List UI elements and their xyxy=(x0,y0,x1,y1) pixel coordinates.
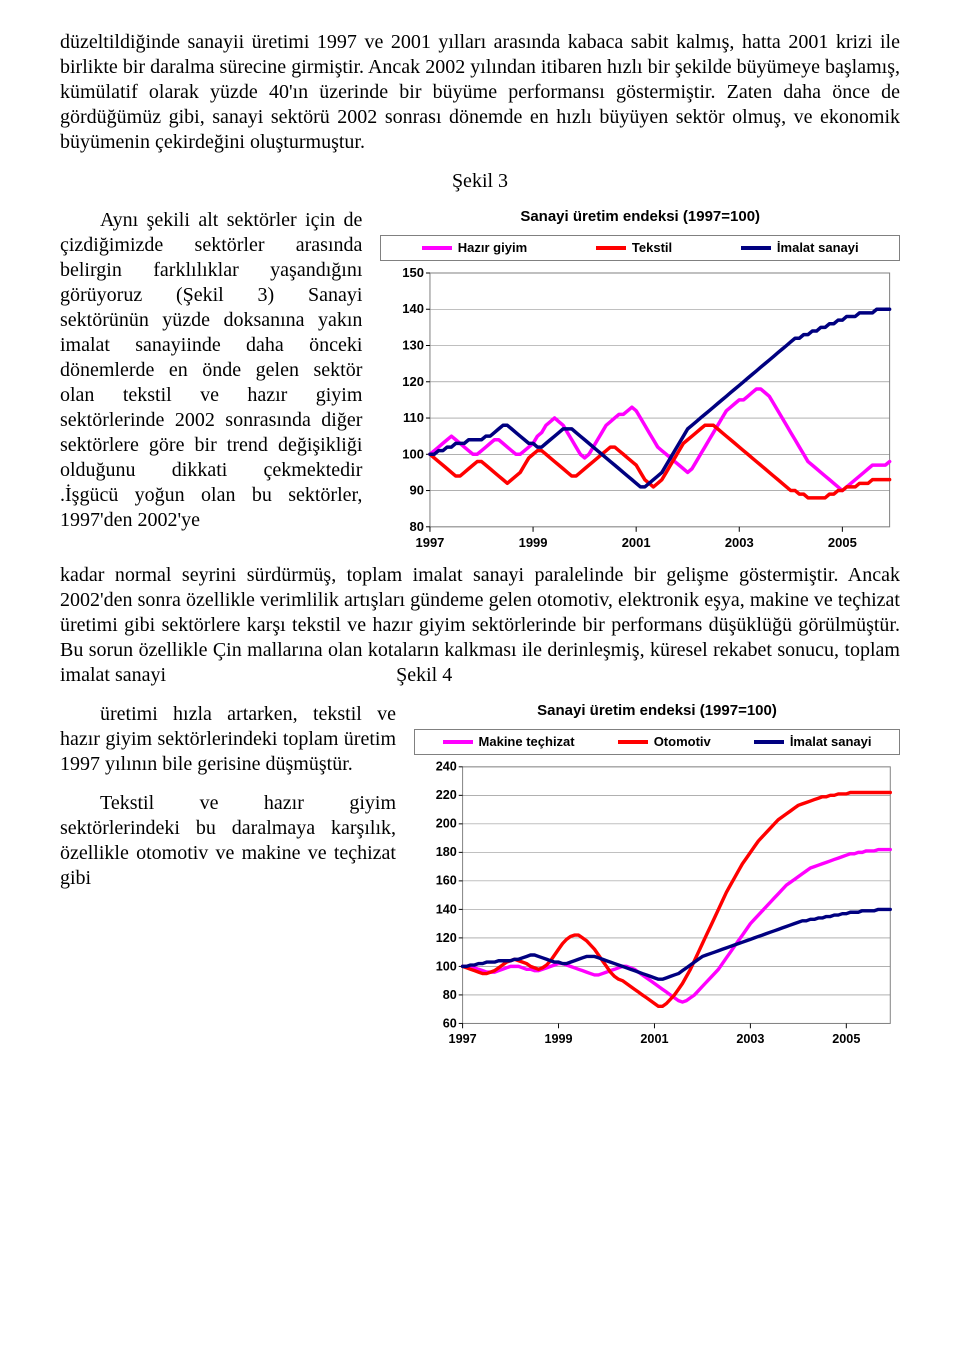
svg-text:2005: 2005 xyxy=(828,535,857,550)
svg-text:1997: 1997 xyxy=(416,535,445,550)
svg-text:100: 100 xyxy=(403,446,425,461)
svg-text:160: 160 xyxy=(436,874,457,888)
chart-4-legend: Makine teçhizat Otomotiv İmalat sanayi xyxy=(414,729,900,755)
legend-label: Makine teçhizat xyxy=(479,734,575,750)
svg-text:130: 130 xyxy=(403,338,425,353)
legend-label: Hazır giyim xyxy=(458,240,527,256)
legend-label: İmalat sanayi xyxy=(790,734,872,750)
legend-label: Otomotiv xyxy=(654,734,711,750)
legend-swatch xyxy=(596,246,626,250)
svg-text:120: 120 xyxy=(436,931,457,945)
svg-text:2003: 2003 xyxy=(736,1032,764,1046)
svg-text:200: 200 xyxy=(436,817,457,831)
svg-text:120: 120 xyxy=(403,374,425,389)
legend-label: Tekstil xyxy=(632,240,672,256)
svg-text:80: 80 xyxy=(410,519,424,534)
figure-3-title: Şekil 3 xyxy=(60,169,900,194)
legend-swatch xyxy=(754,740,784,744)
chart-3-container: Sanayi üretim endeksi (1997=100) Hazır g… xyxy=(380,208,900,557)
svg-text:90: 90 xyxy=(410,483,424,498)
svg-text:1999: 1999 xyxy=(544,1032,572,1046)
legend-item: Makine teçhizat xyxy=(443,734,575,750)
legend-item: Otomotiv xyxy=(618,734,711,750)
chart-3-legend: Hazır giyim Tekstil İmalat sanayi xyxy=(380,235,900,261)
legend-swatch xyxy=(618,740,648,744)
svg-text:150: 150 xyxy=(403,267,425,280)
svg-text:2001: 2001 xyxy=(622,535,651,550)
figure-3-row: Aynı şekili alt sektörler için de çizdiğ… xyxy=(60,208,900,557)
svg-text:1999: 1999 xyxy=(519,535,548,550)
svg-text:110: 110 xyxy=(403,410,424,425)
svg-text:2003: 2003 xyxy=(725,535,754,550)
chart-4-container: Sanayi üretim endeksi (1997=100) Makine … xyxy=(414,702,900,1053)
svg-text:180: 180 xyxy=(436,845,457,859)
svg-text:1997: 1997 xyxy=(449,1032,477,1046)
paragraph-3-left: üretimi hızla artarken, tekstil ve hazır… xyxy=(60,702,396,905)
legend-swatch xyxy=(422,246,452,250)
legend-swatch xyxy=(443,740,473,744)
figure-4-row: üretimi hızla artarken, tekstil ve hazır… xyxy=(60,702,900,1053)
svg-text:220: 220 xyxy=(436,788,457,802)
legend-item: İmalat sanayi xyxy=(754,734,872,750)
legend-swatch xyxy=(741,246,771,250)
svg-text:140: 140 xyxy=(403,301,425,316)
figure-4-title: Şekil 4 xyxy=(396,664,452,686)
paragraph-3a: üretimi hızla artarken, tekstil ve hazır… xyxy=(60,702,396,777)
chart-4-title: Sanayi üretim endeksi (1997=100) xyxy=(414,702,900,721)
paragraph-1: düzeltildiğinde sanayii üretimi 1997 ve … xyxy=(60,30,900,155)
legend-item: Hazır giyim xyxy=(422,240,527,256)
paragraph-2-after-text: kadar normal seyrini sürdürmüş, toplam i… xyxy=(60,564,900,686)
svg-text:240: 240 xyxy=(436,761,457,774)
chart-3-svg: 80 90 100 110 120 130 140 150 1997 1999 2001 2003 20… xyxy=(380,267,900,557)
svg-text:60: 60 xyxy=(443,1016,457,1030)
svg-text:100: 100 xyxy=(436,959,457,973)
paragraph-2-after: kadar normal seyrini sürdürmüş, toplam i… xyxy=(60,563,900,688)
paragraph-2-left: Aynı şekili alt sektörler için de çizdiğ… xyxy=(60,208,362,533)
chart-3-title: Sanayi üretim endeksi (1997=100) xyxy=(380,208,900,227)
legend-item: İmalat sanayi xyxy=(741,240,859,256)
legend-label: İmalat sanayi xyxy=(777,240,859,256)
svg-text:2005: 2005 xyxy=(832,1032,860,1046)
legend-item: Tekstil xyxy=(596,240,672,256)
svg-text:80: 80 xyxy=(443,988,457,1002)
chart-4-svg: 60 80 100 120 140 160 180 200 220 240 1997 1999 2001… xyxy=(414,761,900,1053)
svg-text:140: 140 xyxy=(436,902,457,916)
svg-text:2001: 2001 xyxy=(640,1032,668,1046)
paragraph-3b: Tekstil ve hazır giyim sektörlerindeki b… xyxy=(60,791,396,891)
